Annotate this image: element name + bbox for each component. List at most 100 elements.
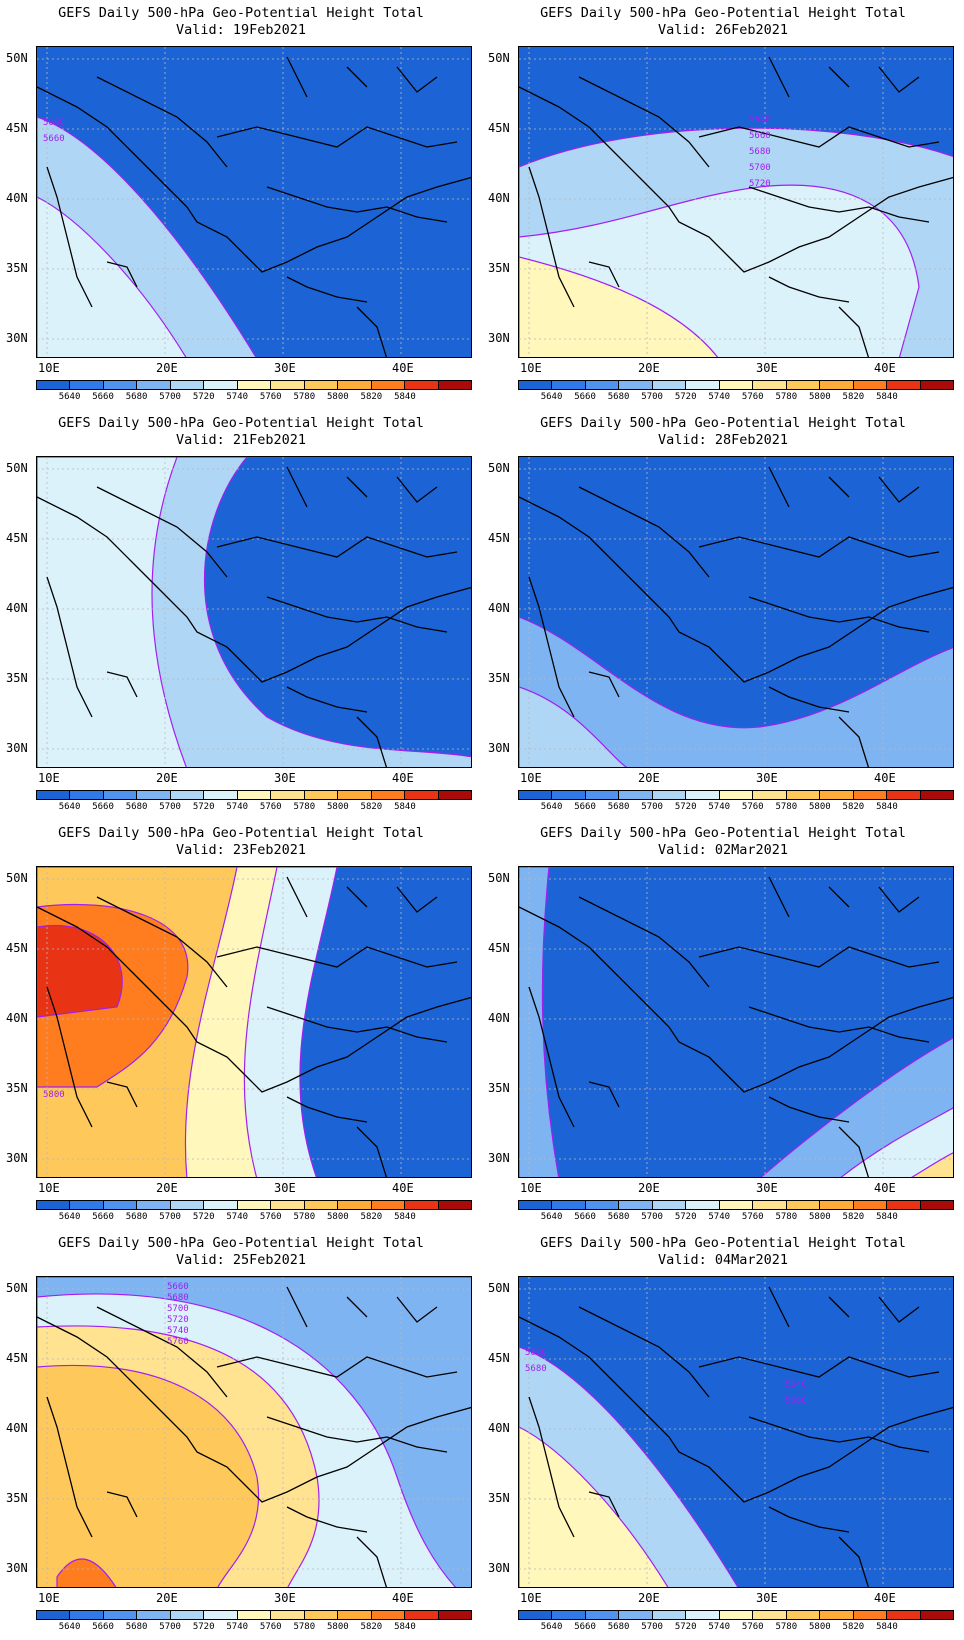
contour-label: 5680 [525,1364,547,1374]
lat-label: 30N [488,1151,510,1165]
colorbar-label: 5760 [259,1212,282,1222]
colorbar [518,380,954,390]
colorbar-swatch [103,381,138,389]
lon-label: 10E [38,361,60,375]
colorbar-label: 5660 [574,802,596,812]
colorbar-label: 5700 [641,1212,663,1222]
lon-label: 30E [274,1181,296,1195]
panel-title: GEFS Daily 500-hPa Geo-Potential Height … [540,5,906,21]
colorbar [518,1610,954,1620]
colorbar-swatch [853,1201,888,1209]
colorbar-swatch [652,1611,687,1619]
colorbar-swatch [103,1611,138,1619]
colorbar-swatch [170,1201,205,1209]
colorbar-swatch [920,381,954,389]
colorbar-swatch [304,1201,339,1209]
colorbar-label: 5700 [641,392,663,402]
colorbar-swatch [887,1611,921,1619]
lon-label: 20E [156,771,178,785]
colorbar-swatch [786,1611,821,1619]
colorbar-swatch [37,791,71,799]
colorbar-label: 5740 [226,1622,249,1632]
coastline [519,56,953,357]
colorbar-swatch [338,1611,372,1619]
lon-label: 40E [874,1181,896,1195]
colorbar-swatch [753,1611,787,1619]
lat-label: 30N [6,741,28,755]
lat-label: 35N [6,261,28,275]
colorbar-swatch [405,791,439,799]
map-panel: GEFS Daily 500-hPa Geo-Potential Height … [482,820,964,1230]
colorbar-swatch [585,1611,620,1619]
colorbar-label: 5640 [58,1212,81,1222]
colorbar-label: 5840 [876,1212,898,1222]
colorbar-swatch [619,381,653,389]
colorbar-swatch [237,791,272,799]
colorbar-swatch [438,1611,472,1619]
colorbar-label: 5720 [192,392,215,402]
colorbar-swatch [271,381,305,389]
colorbar-label: 5780 [293,392,316,402]
colorbar-label: 5680 [607,1212,630,1222]
contour-label: 5660 [43,134,65,144]
colorbar-label: 5700 [159,802,181,812]
colorbar-label: 5820 [360,392,383,402]
lat-label: 45N [488,531,510,545]
colorbar-label: 5800 [809,802,831,812]
colorbar-label: 5840 [876,392,898,402]
colorbar-swatch [271,1611,305,1619]
lon-label: 40E [874,361,896,375]
colorbar-label: 5820 [842,1212,865,1222]
colorbar-swatch [753,1201,787,1209]
colorbar-label: 5700 [159,392,181,402]
colorbar-swatch [920,791,954,799]
colorbar-swatch [585,381,620,389]
colorbar-swatch [753,381,787,389]
panel-title: GEFS Daily 500-hPa Geo-Potential Height … [58,1235,424,1251]
colorbar-swatch [70,791,104,799]
colorbar-label: 5680 [125,1212,148,1222]
colorbar-label: 5780 [293,1212,316,1222]
colorbar-label: 5740 [226,1212,249,1222]
contour-region [56,1558,117,1587]
colorbar-label: 5840 [394,1212,416,1222]
colorbar-swatch [652,1201,687,1209]
colorbar [518,790,954,800]
map-panel: GEFS Daily 500-hPa Geo-Potential Height … [482,0,964,410]
colorbar-swatch [371,1201,406,1209]
colorbar-label: 5680 [125,1622,148,1632]
map-panel: GEFS Daily 500-hPa Geo-Potential Height … [0,410,482,820]
contour-label: 5680 [167,1293,189,1303]
map-area: 5680 5660 [36,46,472,358]
map-panel: GEFS Daily 500-hPa Geo-Potential Height … [482,410,964,820]
contour-region [37,457,187,767]
lat-label: 30N [488,1561,510,1575]
colorbar-swatch [552,381,586,389]
lat-label: 35N [488,1491,510,1505]
colorbar-swatch [103,1201,138,1209]
contour-label: 5640 [785,1380,807,1390]
colorbar-swatch [438,1201,472,1209]
panel-valid-date: Valid: 02Mar2021 [657,842,789,858]
colorbar-swatch [519,381,553,389]
colorbar-swatch [271,791,305,799]
panel-valid-date: Valid: 26Feb2021 [657,22,789,38]
map-area [518,456,954,768]
contour-region [37,925,123,1018]
coastline [37,876,471,1177]
colorbar-label: 5780 [775,1212,798,1222]
colorbar-swatch [853,1611,888,1619]
coastline [37,56,471,357]
map-area [518,866,954,1178]
colorbar [518,1200,954,1210]
colorbar [36,1610,472,1620]
colorbar-swatch [519,1201,553,1209]
colorbar-swatch [786,791,821,799]
contour-label: 5660 [167,1282,189,1292]
contour-label: 5800 [43,1090,65,1100]
lon-label: 30E [274,771,296,785]
colorbar-label: 5760 [741,802,764,812]
lon-label: 40E [392,771,414,785]
lon-label: 30E [274,1591,296,1605]
colorbar-label: 5640 [540,392,563,402]
